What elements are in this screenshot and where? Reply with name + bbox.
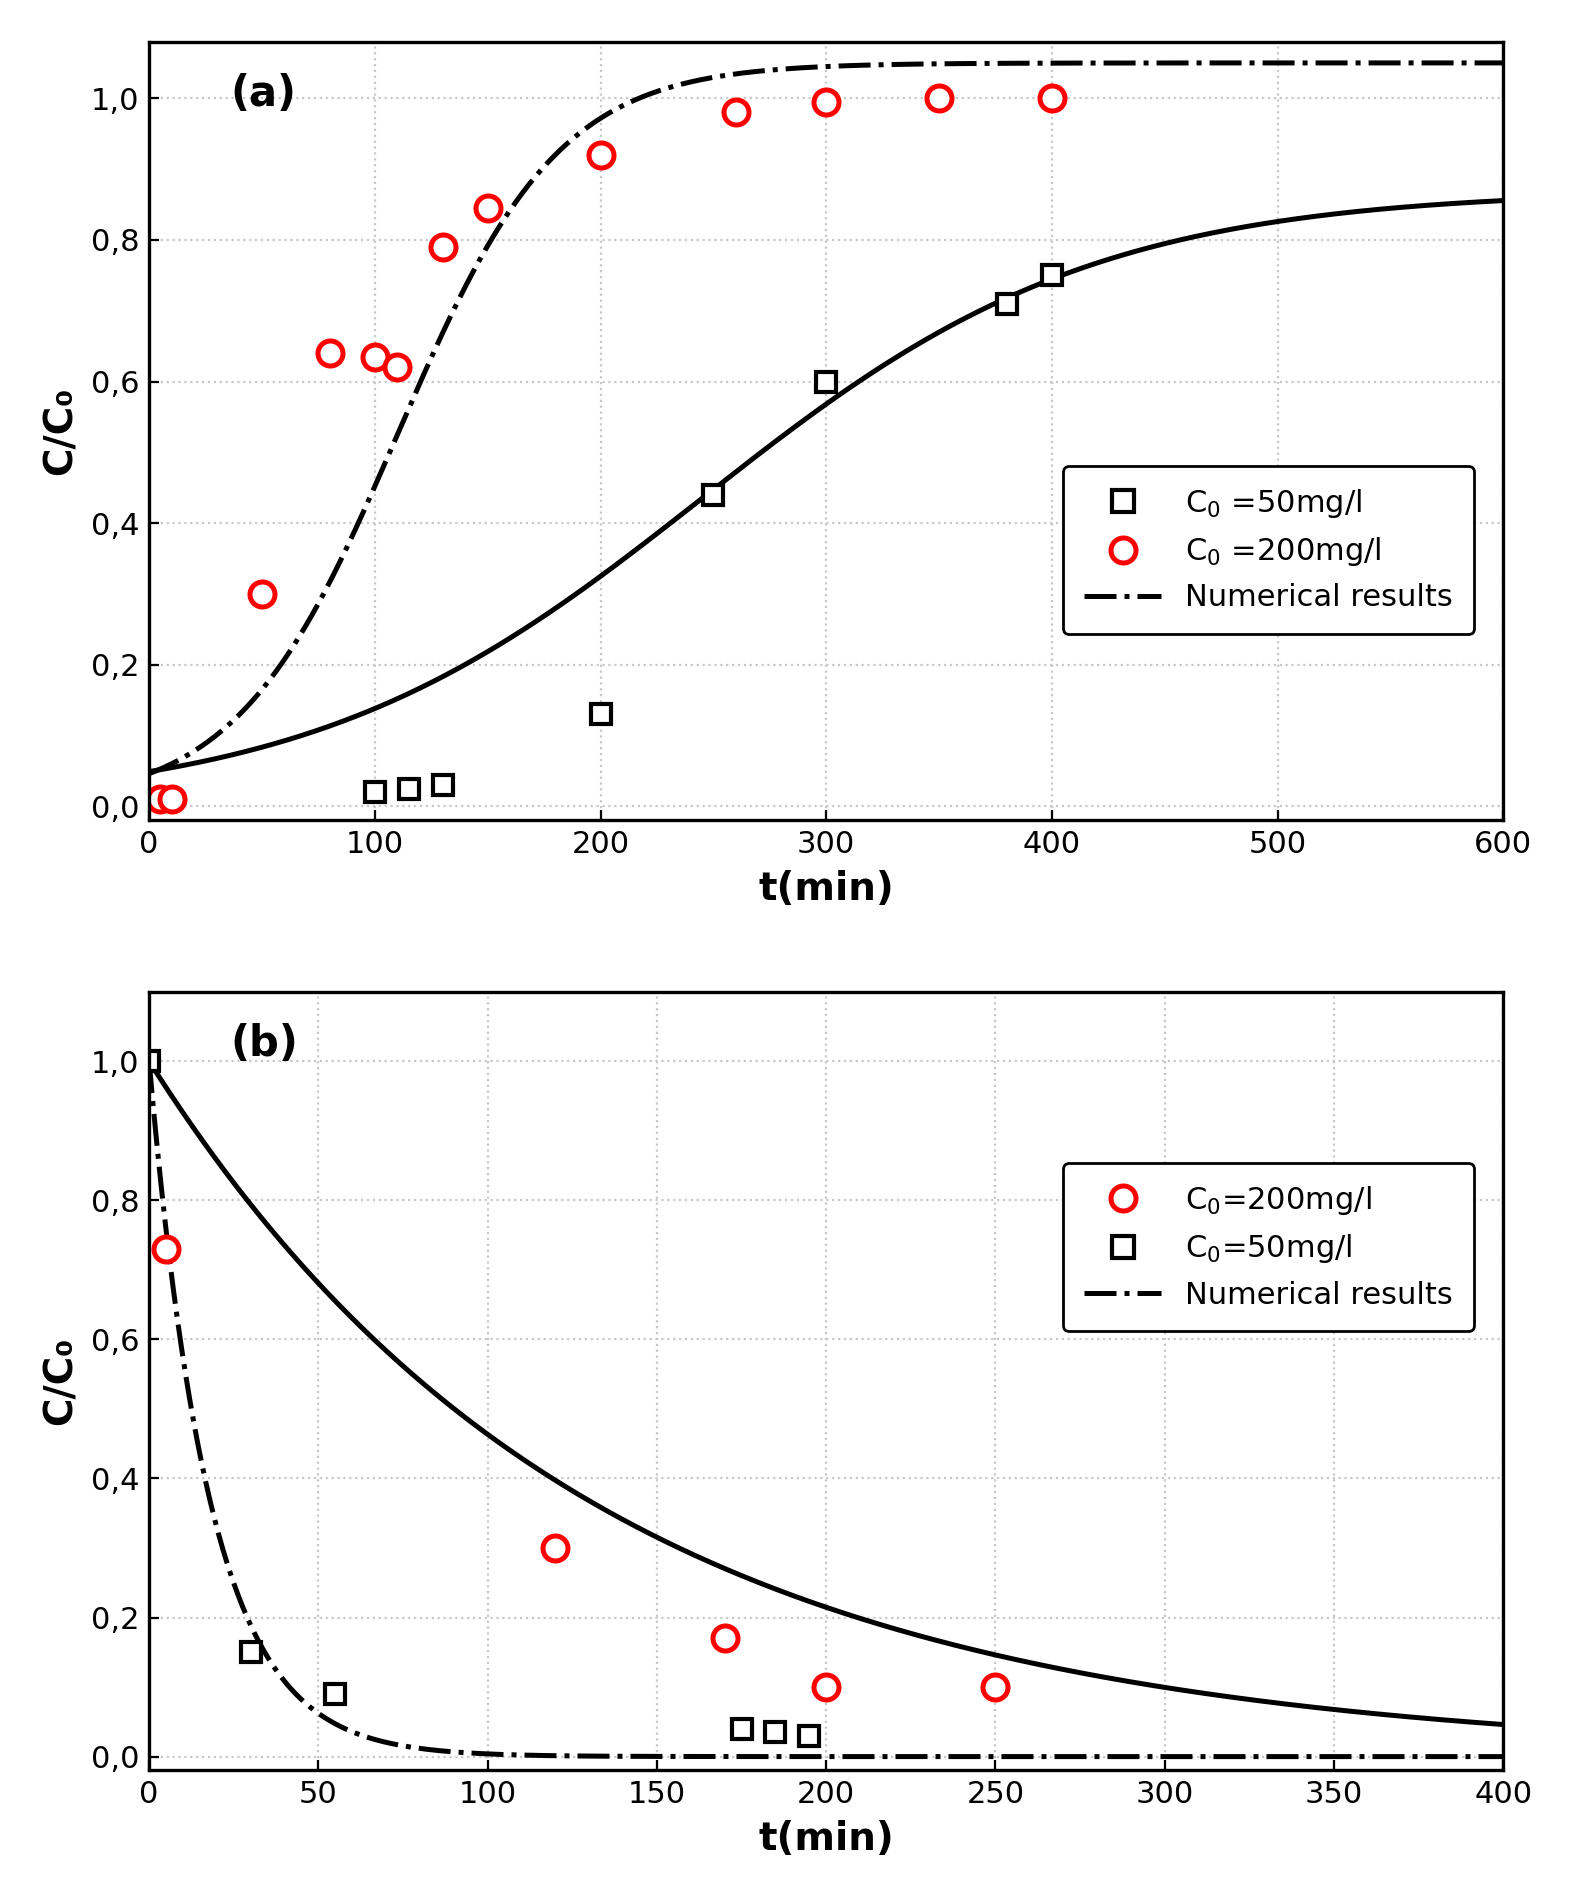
X-axis label: t(min): t(min) (759, 1820, 894, 1858)
Y-axis label: C/C₀: C/C₀ (41, 388, 80, 475)
Y-axis label: C/C₀: C/C₀ (41, 1338, 80, 1425)
Legend: C$_0$=200mg/l, C$_0$=50mg/l, Numerical results: C$_0$=200mg/l, C$_0$=50mg/l, Numerical r… (1062, 1163, 1475, 1332)
Legend: C$_0$ =50mg/l, C$_0$ =200mg/l, Numerical results: C$_0$ =50mg/l, C$_0$ =200mg/l, Numerical… (1062, 466, 1475, 635)
X-axis label: t(min): t(min) (759, 870, 894, 908)
Text: (a): (a) (230, 72, 296, 114)
Text: (b): (b) (230, 1022, 297, 1064)
